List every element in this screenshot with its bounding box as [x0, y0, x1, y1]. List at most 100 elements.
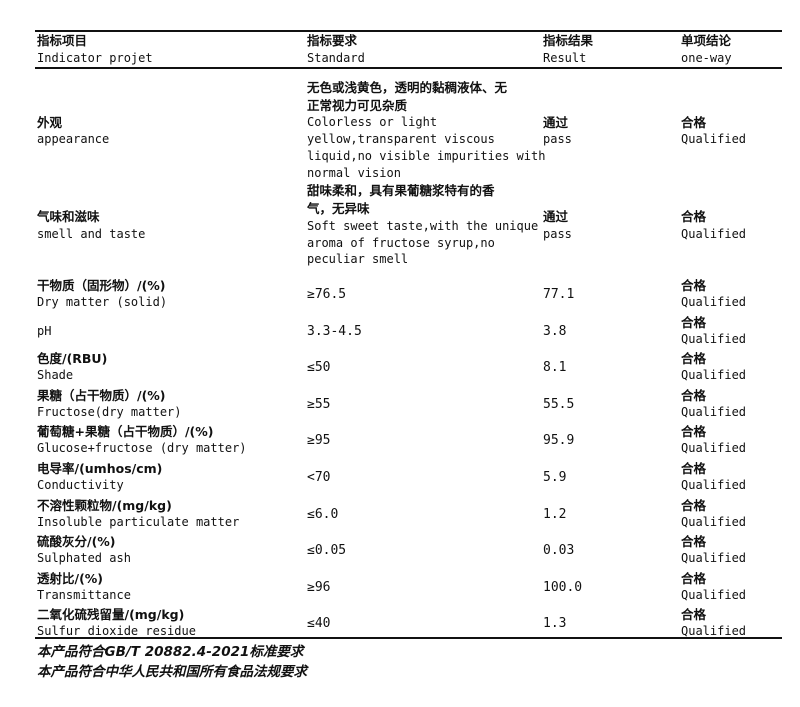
item-en: Dry matter (solid): [37, 295, 168, 309]
standard-value: ≤40: [307, 616, 331, 632]
header-conclusion-en: one-way: [681, 51, 732, 65]
conclusion-en: Qualified: [681, 132, 747, 146]
item-zh: 透射比/(%): [37, 570, 104, 586]
result-value: 3.8: [543, 323, 567, 339]
result-zh: 通过: [543, 115, 569, 130]
table-row: 二氧化硫残留量/(mg/kg) Sulfur dioxide residue ≤40…: [0, 606, 800, 642]
standard-value: ≤50: [307, 360, 331, 376]
result-value: 0.03: [543, 543, 575, 559]
item-en: Transmittance: [37, 587, 131, 602]
conclusion-zh: 合格: [681, 351, 707, 367]
conclusion-zh: 合格: [681, 115, 707, 130]
standard-line: aroma of fructose syrup,no: [307, 236, 495, 250]
standard-line: 气，无异味: [307, 201, 370, 216]
item-zh: 电导率/(umhos/cm): [37, 461, 163, 476]
standard-value: ≥55: [307, 396, 331, 412]
standard-value: ≥95: [307, 433, 331, 449]
table-row: 葡萄糖+果糖（占干物质）/(%) Glucose+fructose (dry ma…: [0, 423, 800, 459]
table-top-rule: [35, 30, 782, 32]
table-row: 干物质（固形物）/(%) Dry matter (solid) ≥76.5 77.1 合…: [0, 277, 800, 313]
footer-note-regulations: 本产品符合中华人民共和国所有食品法规要求: [37, 664, 307, 680]
table-row: 电导率/(umhos/cm) Conductivity <70 5.9 合格 Qualif…: [0, 460, 800, 496]
result-en: pass: [543, 227, 572, 241]
result-value: 1.3: [543, 616, 567, 632]
conclusion-en: Qualified: [681, 441, 747, 456]
item-en: appearance: [37, 132, 110, 146]
conclusion-en: Qualified: [681, 478, 747, 492]
conclusion-en: Qualified: [681, 587, 747, 602]
item-en: smell and taste: [37, 227, 146, 241]
header-rule: [35, 67, 782, 69]
standard-line: 正常视力可见杂质: [307, 98, 408, 113]
header-result-zh: 指标结果: [543, 33, 594, 48]
item-zh: 干物质（固形物）/(%): [37, 278, 166, 293]
table-row: 色度/(RBU) Shade ≤50 8.1 合格 Qualified: [0, 350, 800, 386]
item-zh: 不溶性颗粒物/(mg/kg): [37, 497, 172, 513]
result-value: 55.5: [543, 396, 575, 412]
table-row: pH 3.3-4.5 3.8 合格 Qualified: [0, 314, 800, 350]
standard-line: liquid,no visible impurities with: [307, 149, 546, 163]
result-value: 77.1: [543, 287, 575, 302]
header-standard-en: Standard: [307, 51, 365, 65]
standard-line: normal vision: [307, 166, 401, 180]
item-zh: 硫酸灰分/(%): [37, 534, 116, 550]
item-zh: 外观: [37, 115, 63, 130]
header-conclusion-zh: 单项结论: [681, 33, 732, 48]
header-item-en: Indicator projet: [37, 51, 153, 65]
header-result-en: Result: [543, 51, 587, 65]
conclusion-en: Qualified: [681, 514, 747, 529]
standard-line: Colorless or light: [307, 115, 438, 129]
footer-note-standard: 本产品符合GB/T 20882.4-2021标准要求: [37, 644, 304, 660]
header-item-zh: 指标项目: [37, 33, 88, 48]
standard-value: 3.3-4.5: [307, 323, 362, 339]
conclusion-zh: 合格: [681, 497, 707, 513]
item-en: pH: [37, 323, 52, 338]
standard-value: ≤0.05: [307, 543, 347, 559]
item-zh: 二氧化硫残留量/(mg/kg): [37, 607, 185, 623]
table-row: 透射比/(%) Transmittance ≥96 100.0 合格 Qualified: [0, 570, 800, 606]
item-en: Sulphated ash: [37, 551, 131, 566]
conclusion-en: Qualified: [681, 295, 747, 309]
conclusion-zh: 合格: [681, 424, 707, 440]
table-row: 不溶性颗粒物/(mg/kg) Insoluble particulate matt…: [0, 497, 800, 533]
conclusion-zh: 合格: [681, 278, 707, 293]
conclusion-zh: 合格: [681, 209, 707, 224]
result-value: 5.9: [543, 470, 567, 485]
item-en: Fructose(dry matter): [37, 404, 182, 419]
standard-value: <70: [307, 470, 331, 485]
standard-value: ≥76.5: [307, 287, 347, 302]
conclusion-zh: 合格: [681, 387, 707, 403]
item-zh: 色度/(RBU): [37, 351, 108, 367]
result-value: 1.2: [543, 506, 567, 522]
conclusion-zh: 合格: [681, 461, 707, 476]
standard-line: 无色或浅黄色，透明的黏稠液体、无: [307, 80, 508, 95]
result-en: pass: [543, 132, 572, 146]
conclusion-en: Qualified: [681, 331, 747, 346]
conclusion-zh: 合格: [681, 314, 707, 330]
standard-value: ≤6.0: [307, 506, 339, 522]
conclusion-zh: 合格: [681, 534, 707, 550]
standard-value: ≥96: [307, 579, 331, 595]
item-en: Sulfur dioxide residue: [37, 624, 196, 639]
conclusion-zh: 合格: [681, 570, 707, 586]
conclusion-en: Qualified: [681, 227, 747, 241]
result-zh: 通过: [543, 209, 569, 224]
item-en: Glucose+fructose (dry matter): [37, 441, 247, 456]
header-standard-zh: 指标要求: [307, 33, 358, 48]
standard-line: yellow,transparent viscous: [307, 132, 495, 146]
table-bottom-rule: [35, 637, 782, 639]
conclusion-en: Qualified: [681, 368, 747, 383]
item-zh: 气味和滋味: [37, 209, 100, 224]
conclusion-en: Qualified: [681, 624, 747, 639]
result-value: 100.0: [543, 579, 583, 595]
standard-line: 甜味柔和，具有果葡糖浆特有的香: [307, 183, 495, 198]
result-value: 8.1: [543, 360, 567, 376]
item-en: Insoluble particulate matter: [37, 514, 240, 529]
standard-line: Soft sweet taste,with the unique: [307, 219, 539, 233]
item-zh: 葡萄糖+果糖（占干物质）/(%): [37, 424, 214, 440]
result-value: 95.9: [543, 433, 575, 449]
item-en: Conductivity: [37, 478, 124, 492]
conclusion-en: Qualified: [681, 404, 747, 419]
standard-line: peculiar smell: [307, 252, 409, 266]
conclusion-zh: 合格: [681, 607, 707, 623]
